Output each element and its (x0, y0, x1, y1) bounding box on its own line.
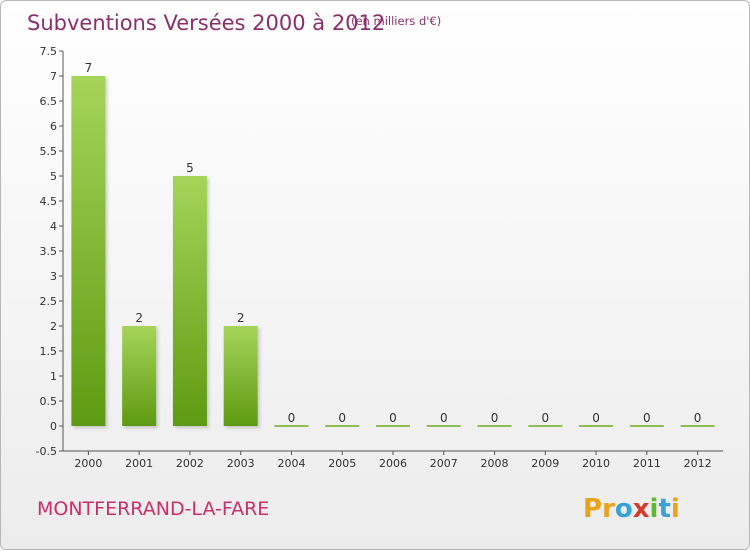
x-axis-ticks: 2000 2001 2002 2003 2004 2005 2006 2007 2008 2009… (74, 451, 712, 470)
y-tick-label: 1 (50, 370, 57, 383)
y-tick-label: 4.5 (40, 195, 58, 208)
y-tick-label: 2 (50, 320, 57, 333)
data-label: 0 (389, 411, 397, 425)
x-tick-label: 2010 (582, 457, 610, 470)
data-label: 0 (694, 411, 702, 425)
x-tick-label: 2005 (328, 457, 356, 470)
y-tick-label: 5 (50, 170, 57, 183)
data-label: 0 (592, 411, 600, 425)
bar (172, 176, 207, 426)
y-tick-label: 0.5 (40, 395, 58, 408)
data-label: 0 (541, 411, 549, 425)
data-label: 5 (186, 161, 194, 175)
y-tick-label: 5.5 (40, 145, 58, 158)
data-label: 0 (338, 411, 346, 425)
brand-letter: i (671, 494, 680, 524)
y-tick-label: 3.5 (40, 245, 58, 258)
y-tick-label: 7.5 (40, 45, 58, 58)
y-tick-label: 4 (50, 220, 57, 233)
data-label: 0 (643, 411, 651, 425)
bar (71, 76, 106, 426)
x-tick-label: 2004 (277, 457, 305, 470)
brand-letter: o (615, 494, 633, 524)
data-labels: 7 2 5 2 0 0 0 0 0 0 0 0 0 (85, 61, 702, 425)
data-label: 2 (135, 311, 143, 325)
data-label: 2 (237, 311, 245, 325)
y-tick-label: 7 (50, 70, 57, 83)
proxiti-logo: Proxiti (583, 494, 680, 524)
bar (223, 326, 258, 426)
chart-title: Subventions Versées 2000 à 2012 (27, 11, 385, 35)
x-tick-label: 2009 (531, 457, 559, 470)
y-tick-label: -0.5 (36, 445, 57, 458)
x-tick-label: 2000 (74, 457, 102, 470)
brand-letter: t (658, 494, 670, 524)
x-tick-label: 2008 (481, 457, 509, 470)
commune-name: MONTFERRAND-LA-FARE (37, 498, 269, 520)
x-tick-label: 2007 (430, 457, 458, 470)
x-tick-label: 2012 (684, 457, 712, 470)
y-tick-label: 6.5 (40, 95, 58, 108)
x-tick-label: 2002 (176, 457, 204, 470)
data-label: 0 (288, 411, 296, 425)
y-tick-label: 3 (50, 270, 57, 283)
data-label: 0 (491, 411, 499, 425)
y-tick-label: 1.5 (40, 345, 58, 358)
brand-letter: x (633, 494, 650, 524)
axes (62, 51, 723, 452)
data-label: 0 (440, 411, 448, 425)
x-tick-label: 2001 (125, 457, 153, 470)
y-axis-ticks: -0.5 0 0.5 1 1.5 2 2.5 3 3.5 4 4.5 5 5.5 6 6.5 7 7.5 (36, 45, 63, 458)
chart-subtitle: (en milliers d'€) (351, 14, 441, 28)
x-tick-label: 2003 (227, 457, 255, 470)
y-tick-label: 2.5 (40, 295, 58, 308)
brand-letter: r (602, 494, 615, 524)
brand-letter: i (650, 494, 659, 524)
bars (71, 76, 715, 427)
x-tick-label: 2011 (633, 457, 661, 470)
brand-letter: P (583, 494, 602, 524)
x-tick-label: 2006 (379, 457, 407, 470)
y-tick-label: 6 (50, 120, 57, 133)
bar (122, 326, 157, 426)
y-tick-label: 0 (50, 420, 57, 433)
data-label: 7 (85, 61, 93, 75)
